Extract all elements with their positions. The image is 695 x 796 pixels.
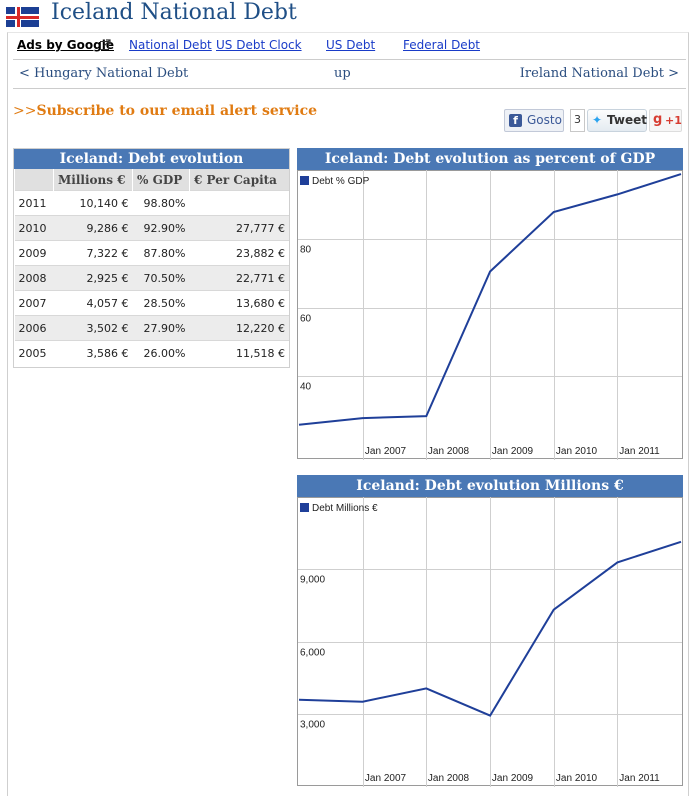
cell-per-capita [190,191,290,216]
facebook-like-count: 3 [570,109,585,132]
cell-per-capita: 11,518 € [190,341,290,366]
google-plus-icon: g [653,112,662,127]
external-link-icon[interactable] [100,39,111,50]
col-header-millions: Millions € [54,169,133,191]
cell-gdp: 70.50% [133,266,190,291]
cell-per-capita: 12,220 € [190,316,290,341]
gdp-chart-x-tick-label: Jan 2007 [365,446,407,457]
google-plus-label: +1 [665,114,682,127]
twitter-bird-icon: ✦ [592,113,602,127]
subscribe-link[interactable]: >>Subscribe to our email alert service [13,103,317,119]
cell-per-capita: 27,777 € [190,216,290,241]
cell-gdp: 27.90% [133,316,190,341]
col-header-per-capita: € Per Capita [190,169,290,191]
cell-year: 2011 [15,191,54,216]
debt-millions-chart-title: Iceland: Debt evolution Millions € [297,475,683,497]
gdp-chart-y-tick-label: 80 [300,245,312,256]
ad-link-us-debt-clock[interactable]: US Debt Clock [216,38,302,52]
page-navigation: < Hungary National Debt up Ireland Natio… [13,59,686,89]
ad-link-national-debt[interactable]: National Debt [129,38,212,52]
cell-year: 2010 [15,216,54,241]
ad-link-us-debt[interactable]: US Debt [326,38,375,52]
millions-chart-x-tick-label: Jan 2011 [619,773,660,784]
prev-page-link[interactable]: < Hungary National Debt [19,66,188,81]
gdp-percent-chart-plot: Jan 2007 Jan 2008 Jan 2009 Jan 2010 Jan 2011… [297,170,683,460]
subscribe-prefix: >> [13,103,36,119]
subscribe-label: Subscribe to our email alert service [36,103,317,119]
col-header-year [15,169,54,191]
millions-chart-y-tick-label: 3,000 [300,720,325,731]
debt-millions-chart: Iceland: Debt evolution Millions € Jan 2… [297,475,683,787]
ad-link-federal-debt[interactable]: Federal Debt [403,38,480,52]
gdp-chart-y-tick-label: 60 [300,314,312,325]
gdp-chart-legend-swatch [300,176,309,185]
header: Iceland National Debt [0,0,695,30]
debt-millions-chart-plot: Jan 2007 Jan 2008 Jan 2009 Jan 2010 Jan 2011… [297,497,683,787]
cell-millions: 10,140 € [54,191,133,216]
debt-table: Iceland: Debt evolution Millions € % GDP… [13,148,290,368]
millions-chart-x-tick-label: Jan 2008 [428,773,470,784]
gdp-chart-x-tick-label: Jan 2008 [428,446,470,457]
cell-millions: 9,286 € [54,216,133,241]
gdp-percent-chart-title: Iceland: Debt evolution as percent of GD… [297,148,683,170]
cell-year: 2009 [15,241,54,266]
cell-gdp: 92.90% [133,216,190,241]
cell-year: 2008 [15,266,54,291]
cell-gdp: 28.50% [133,291,190,316]
cell-gdp: 87.80% [133,241,190,266]
millions-chart-x-tick-label: Jan 2010 [556,773,598,784]
gdp-chart-x-tick-label: Jan 2009 [492,446,534,457]
gdp-chart-legend-label: Debt % GDP [312,176,370,187]
gdp-percent-chart: Iceland: Debt evolution as percent of GD… [297,148,683,460]
millions-chart-x-tick-label: Jan 2009 [492,773,534,784]
next-page-link[interactable]: Ireland National Debt > [520,66,679,81]
iceland-flag-icon [6,7,39,27]
up-link[interactable]: up [334,66,351,81]
cell-year: 2007 [15,291,54,316]
gdp-chart-x-tick-label: Jan 2010 [556,446,598,457]
cell-per-capita: 22,771 € [190,266,290,291]
millions-chart-y-tick-label: 6,000 [300,648,325,659]
millions-chart-y-tick-label: 9,000 [300,575,325,586]
tweet-label: Tweet [607,113,647,127]
google-plus-button[interactable]: g +1 [649,109,682,132]
cell-millions: 7,322 € [54,241,133,266]
facebook-like-button[interactable]: f Gosto [504,109,564,132]
facebook-icon: f [509,114,522,127]
cell-gdp: 98.80% [133,191,190,216]
cell-millions: 2,925 € [54,266,133,291]
millions-chart-legend-swatch [300,503,309,512]
cell-millions: 4,057 € [54,291,133,316]
facebook-like-label: Gosto [527,113,562,127]
millions-chart-legend-label: Debt Millions € [312,503,378,514]
gdp-chart-y-tick-label: 40 [300,382,312,393]
col-header-gdp: % GDP [133,169,190,191]
gdp-chart-x-tick-label: Jan 2011 [619,446,660,457]
cell-per-capita: 23,882 € [190,241,290,266]
debt-table-title: Iceland: Debt evolution [14,149,289,169]
cell-gdp: 26.00% [133,341,190,366]
cell-year: 2005 [15,341,54,366]
tweet-button[interactable]: ✦ Tweet [587,109,647,132]
page-title: Iceland National Debt [51,0,297,25]
cell-per-capita: 13,680 € [190,291,290,316]
millions-chart-x-tick-label: Jan 2007 [365,773,407,784]
cell-millions: 3,586 € [54,341,133,366]
cell-millions: 3,502 € [54,316,133,341]
cell-year: 2006 [15,316,54,341]
